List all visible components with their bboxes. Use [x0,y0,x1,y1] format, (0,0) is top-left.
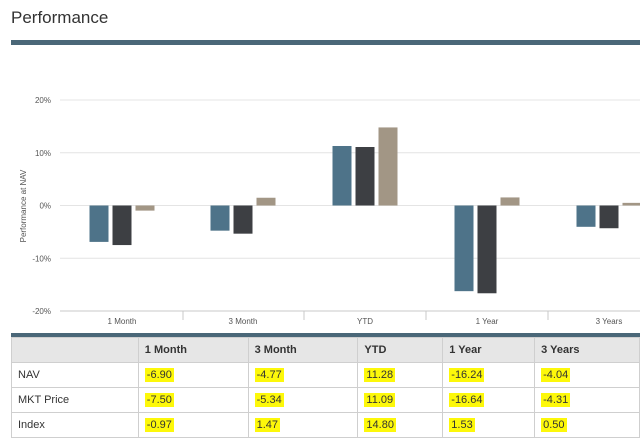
cell-value: 1.47 [254,418,281,432]
page-title: Performance [11,8,109,27]
column-header: 1 Year [442,337,536,363]
table-row: MKT Price -7.50 -5.34 11.09 -16.64 -4.31 [11,387,640,413]
row-label: NAV [11,362,139,388]
x-tick-label: 1 Year [476,317,499,326]
y-tick-label: 10% [35,149,51,158]
y-tick-label: -10% [32,254,51,263]
table-header-row: 1 Month 3 Month YTD 1 Year 3 Years [11,337,640,363]
table-cell: 11.28 [357,362,444,388]
table-cell: -0.97 [137,412,249,438]
bar-mkt-price[interactable] [599,205,619,229]
table-cell: 1.47 [247,412,359,438]
table-cell: 1.53 [442,412,536,438]
cell-value: 11.09 [364,393,396,407]
table-cell: -4.77 [247,362,359,388]
column-header: YTD [357,337,444,363]
y-tick-label: 20% [35,96,51,105]
bar-mkt-price[interactable] [355,147,375,206]
bar-mkt-price[interactable] [112,205,132,246]
table-cell: -6.90 [137,362,249,388]
bar-index[interactable] [135,205,155,211]
bar-nav[interactable] [576,205,596,227]
cell-value: -4.04 [541,368,571,382]
table-divider [11,333,640,337]
bar-index[interactable] [500,197,520,206]
table-cell: 11.09 [357,387,444,413]
bar-nav[interactable] [454,205,474,292]
cell-value: -4.31 [541,393,571,407]
chart-bars [89,127,640,294]
table-header-blank [11,337,139,363]
title-divider [11,40,640,45]
cell-value: 11.28 [364,368,396,382]
y-axis-label: Performance at NAV [19,169,28,242]
row-label: Index [11,412,139,438]
cell-value: 0.50 [541,418,567,432]
bar-index[interactable] [378,127,398,206]
bar-nav[interactable] [89,205,109,242]
cell-value: -4.77 [254,368,284,382]
table-cell: -5.34 [247,387,359,413]
y-axis-ticks: 20% 10% 0% -10% -20% [32,96,51,316]
cell-value: 1.53 [449,418,475,432]
bar-mkt-price[interactable] [477,205,497,294]
x-tick-label: YTD [357,317,373,326]
table-row: NAV -6.90 -4.77 11.28 -16.24 -4.04 [11,362,640,388]
table-row: Index -0.97 1.47 14.80 1.53 0.50 [11,412,640,438]
x-axis-categories: 1 Month 3 Month YTD 1 Year 3 Years [108,311,623,326]
bar-index[interactable] [256,197,276,206]
table-cell: -7.50 [137,387,249,413]
cell-value: -16.64 [449,393,485,407]
cell-value: -6.90 [144,368,174,382]
column-header: 1 Month [137,337,249,363]
bar-index[interactable] [622,202,640,206]
table-cell: 0.50 [534,412,640,438]
x-tick-label: 3 Month [229,317,258,326]
cell-value: -5.34 [254,393,284,407]
x-tick-label: 1 Month [108,317,137,326]
y-tick-label: -20% [32,307,51,316]
cell-value: -7.50 [144,393,174,407]
x-tick-label: 3 Years [596,317,623,326]
bar-nav[interactable] [332,145,352,206]
cell-value: -0.97 [144,418,174,432]
table-cell: -16.24 [442,362,536,388]
column-header: 3 Years [534,337,640,363]
performance-chart: 20% 10% 0% -10% -20% Performance at NAV 1 Mo… [19,96,640,326]
row-label: MKT Price [11,387,139,413]
table-cell: -4.04 [534,362,640,388]
cell-value: -16.24 [449,368,485,382]
bar-nav[interactable] [210,205,230,231]
table-cell: -4.31 [534,387,640,413]
table-cell: -16.64 [442,387,536,413]
bar-mkt-price[interactable] [233,205,253,234]
cell-value: 14.80 [364,418,396,432]
column-header: 3 Month [247,337,359,363]
performance-table: 1 Month 3 Month YTD 1 Year 3 Years NAV -… [11,337,640,438]
table-cell: 14.80 [357,412,444,438]
y-tick-label: 0% [39,202,51,211]
